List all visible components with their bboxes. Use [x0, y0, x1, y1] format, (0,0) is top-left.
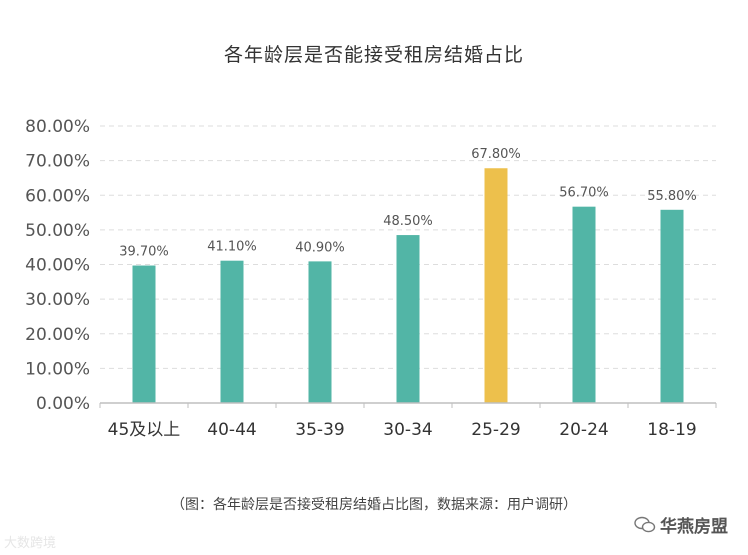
- x-tick-label: 18-19: [647, 420, 696, 440]
- bar-3: [308, 261, 332, 403]
- y-tick-label: 20.00%: [25, 325, 90, 345]
- x-tick-label: 35-39: [295, 420, 344, 440]
- bars: [132, 168, 684, 403]
- data-label: 40.90%: [295, 240, 345, 255]
- data-label: 55.80%: [647, 189, 697, 204]
- data-label: 56.70%: [559, 186, 609, 201]
- y-tick-label: 10.00%: [25, 359, 90, 379]
- x-tick-label: 40-44: [207, 420, 256, 440]
- y-tick-label: 30.00%: [25, 290, 90, 310]
- data-label: 39.70%: [119, 245, 169, 260]
- watermark-right: 华燕房盟: [634, 512, 728, 537]
- bar-4: [396, 235, 420, 403]
- watermark-left: 大数跨境: [4, 536, 57, 551]
- x-tick-label: 30-34: [383, 420, 432, 440]
- watermark-right-text: 华燕房盟: [660, 517, 728, 537]
- data-label: 48.50%: [383, 214, 433, 229]
- chart-title: 各年龄层是否能接受租房结婚占比: [223, 44, 524, 66]
- y-tick-label: 50.00%: [25, 221, 90, 241]
- x-tick-label: 45及以上: [108, 420, 181, 440]
- y-tick-label: 40.00%: [25, 256, 90, 276]
- data-label: 41.10%: [207, 240, 257, 255]
- y-tick-label: 70.00%: [25, 152, 90, 172]
- bar-7: [660, 209, 684, 403]
- bar-2: [220, 260, 244, 403]
- data-label: 67.80%: [471, 147, 521, 162]
- y-tick-label: 0.00%: [36, 394, 90, 414]
- bar-6: [572, 206, 596, 403]
- x-tick-label: 20-24: [559, 420, 608, 440]
- y-tick-label: 60.00%: [25, 186, 90, 206]
- y-axis-ticks: 0.00% 10.00% 20.00% 30.00% 40.00% 50.00% 60.00…: [25, 117, 90, 414]
- y-tick-label: 80.00%: [25, 117, 90, 137]
- bar-5: [484, 168, 508, 403]
- bar-1: [132, 265, 156, 403]
- x-tick-label: 25-29: [471, 420, 520, 440]
- chart-caption: （图：各年龄层是否接受租房结婚占比图，数据来源：用户调研）: [171, 497, 577, 513]
- x-axis-ticks: 45及以上 40-44 35-39 30-34 25-29 20-24 18-19: [99, 403, 717, 440]
- data-labels: 39.70% 41.10% 40.90% 48.50% 67.80% 56.70% 55.8…: [119, 147, 697, 259]
- wechat-icon: [634, 516, 656, 532]
